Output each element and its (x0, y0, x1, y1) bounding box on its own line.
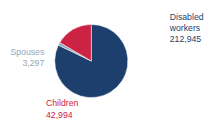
labels: Disabledworkers212,945 Spouses3,297 Childr… (10, 12, 203, 120)
slice-label-line: workers (169, 23, 201, 33)
slice-label: Children (46, 98, 79, 108)
slice-label-line: Disabled (170, 12, 204, 22)
slice-label: Disabledworkers (169, 12, 204, 33)
pie (55, 24, 128, 97)
data-label: 42,994 (46, 110, 73, 120)
data-label: 212,945 (170, 34, 202, 44)
slice-label-line: Children (46, 98, 79, 108)
slice-label-line: Spouses (10, 47, 44, 57)
chart: Disabledworkers212,945 Spouses3,297 Childr… (0, 0, 214, 122)
slice (60, 24, 92, 61)
slice-label: Spouses (10, 47, 44, 57)
data-label: 3,297 (23, 58, 45, 68)
slice (55, 24, 128, 97)
